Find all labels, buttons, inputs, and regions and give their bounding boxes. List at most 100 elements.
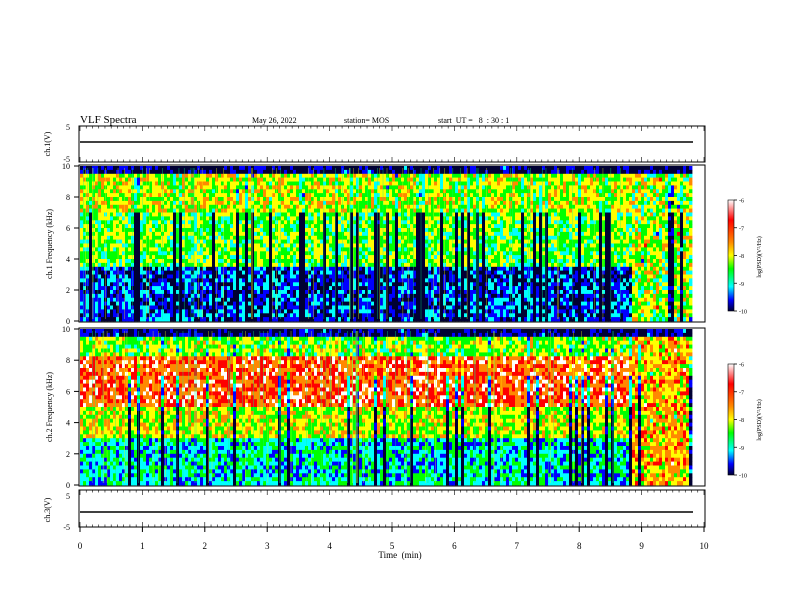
spectrogram-cell (383, 259, 387, 264)
spectrogram-cell (116, 212, 120, 217)
spectrogram-cell (119, 220, 123, 225)
spectrogram-cell (104, 166, 108, 171)
spectrogram-cell (227, 274, 231, 279)
spectrogram-cell (260, 216, 264, 221)
spectrogram-cell (200, 231, 204, 237)
spectrogram-cell (83, 193, 87, 198)
spectrogram-cell (308, 231, 312, 237)
spectrogram-cell (320, 216, 324, 221)
spectrogram-cell (341, 286, 345, 291)
spectrogram-cell (332, 228, 336, 233)
spectrogram-cell (422, 189, 426, 194)
spectrogram-cell (263, 317, 267, 322)
spectrogram-cell (293, 255, 297, 260)
spectrogram-cell (329, 239, 333, 244)
spectrogram-cell (428, 255, 432, 260)
spectrogram-cell (239, 166, 243, 171)
spectrogram-cell (140, 216, 144, 221)
spectrogram-cell (167, 239, 171, 244)
spectrogram-cell (98, 169, 102, 175)
spectrogram-cell (107, 243, 111, 248)
spectrogram-cell (287, 290, 291, 295)
spectrogram-cell (113, 224, 117, 229)
spectrogram-cell (104, 212, 108, 217)
spectrogram-cell (398, 282, 402, 287)
spectrogram-cell (392, 235, 396, 241)
spectrogram-cell (344, 200, 348, 206)
spectrogram-cell (323, 278, 327, 283)
spectrogram-cell (284, 259, 288, 264)
spectrogram-cell (320, 274, 324, 279)
spectrogram-cell (233, 181, 237, 186)
spectrogram-cell (386, 243, 390, 248)
spectrogram-cell (374, 181, 378, 186)
spectrogram-cell (104, 181, 108, 186)
spectrogram-cell (386, 259, 390, 264)
spectrogram-cell (170, 305, 174, 310)
spectrogram-cell (299, 189, 303, 194)
spectrogram-cell (188, 309, 192, 314)
spectrogram-cell (302, 251, 306, 256)
spectrogram-cell (221, 185, 225, 190)
spectrogram-cell (200, 181, 204, 186)
spectrogram-cell (425, 286, 429, 291)
spectrogram-cell (368, 305, 372, 310)
spectrogram-cell (92, 255, 96, 260)
spectrogram-cell (128, 247, 132, 252)
spectrogram-cell (137, 166, 141, 171)
spectrogram-cell (140, 305, 144, 310)
spectrogram-cell (350, 243, 354, 248)
spectrogram-cell (344, 270, 348, 275)
spectrogram-cell (125, 193, 129, 198)
spectrogram-cell (299, 290, 303, 295)
spectrogram-cell (242, 293, 246, 299)
spectrogram-cell (179, 197, 183, 202)
spectrogram-cell (359, 317, 363, 322)
spectrogram-cell (158, 239, 162, 244)
spectrogram-cell (386, 216, 390, 221)
spectrogram-cell (290, 212, 294, 217)
spectrogram-cell (356, 181, 360, 186)
spectrogram-cell (236, 177, 240, 182)
spectrogram-cell (314, 193, 318, 198)
spectrogram-cell (296, 239, 300, 244)
spectrogram-cell (227, 309, 231, 314)
spectrogram-cell (362, 177, 366, 182)
spectrogram-cell (128, 235, 132, 241)
spectrogram-cell (269, 278, 273, 283)
spectrogram-cell (212, 313, 216, 318)
spectrogram-cell (110, 189, 114, 194)
spectrogram-cell (362, 282, 366, 287)
spectrogram-cell (128, 305, 132, 310)
spectrogram-cell (398, 208, 402, 213)
spectrogram-cell (374, 197, 378, 202)
spectrogram-cell (386, 197, 390, 202)
spectrogram-cell (83, 197, 87, 202)
spectrogram-cell (416, 309, 420, 314)
spectrogram-cell (248, 301, 252, 306)
spectrogram-cell (281, 282, 285, 287)
spectrogram-cell (317, 204, 321, 210)
spectrogram-cell (89, 220, 93, 225)
spectrogram-cell (92, 220, 96, 225)
spectrogram-cell (281, 193, 285, 198)
spectrogram-cell (398, 204, 402, 210)
spectrogram-cell (323, 282, 327, 287)
spectrogram-cell (143, 204, 147, 210)
spectrogram-cell (230, 259, 234, 264)
spectrogram-cell (293, 243, 297, 248)
spectrogram-cell (359, 177, 363, 182)
spectrogram-cell (380, 228, 384, 233)
spectrogram-cell (119, 278, 123, 283)
spectrogram-cell (176, 177, 180, 182)
spectrogram-cell (176, 305, 180, 310)
spectrogram-cell (143, 200, 147, 206)
spectrogram-cell (203, 259, 207, 264)
spectrogram-cell (407, 262, 411, 268)
spectrogram-cell (419, 286, 423, 291)
spectrogram-cell (209, 189, 213, 194)
spectrogram-cell (176, 208, 180, 213)
spectrogram-cell (119, 305, 123, 310)
spectrogram-cell (95, 169, 99, 175)
spectrogram-cell (128, 290, 132, 295)
